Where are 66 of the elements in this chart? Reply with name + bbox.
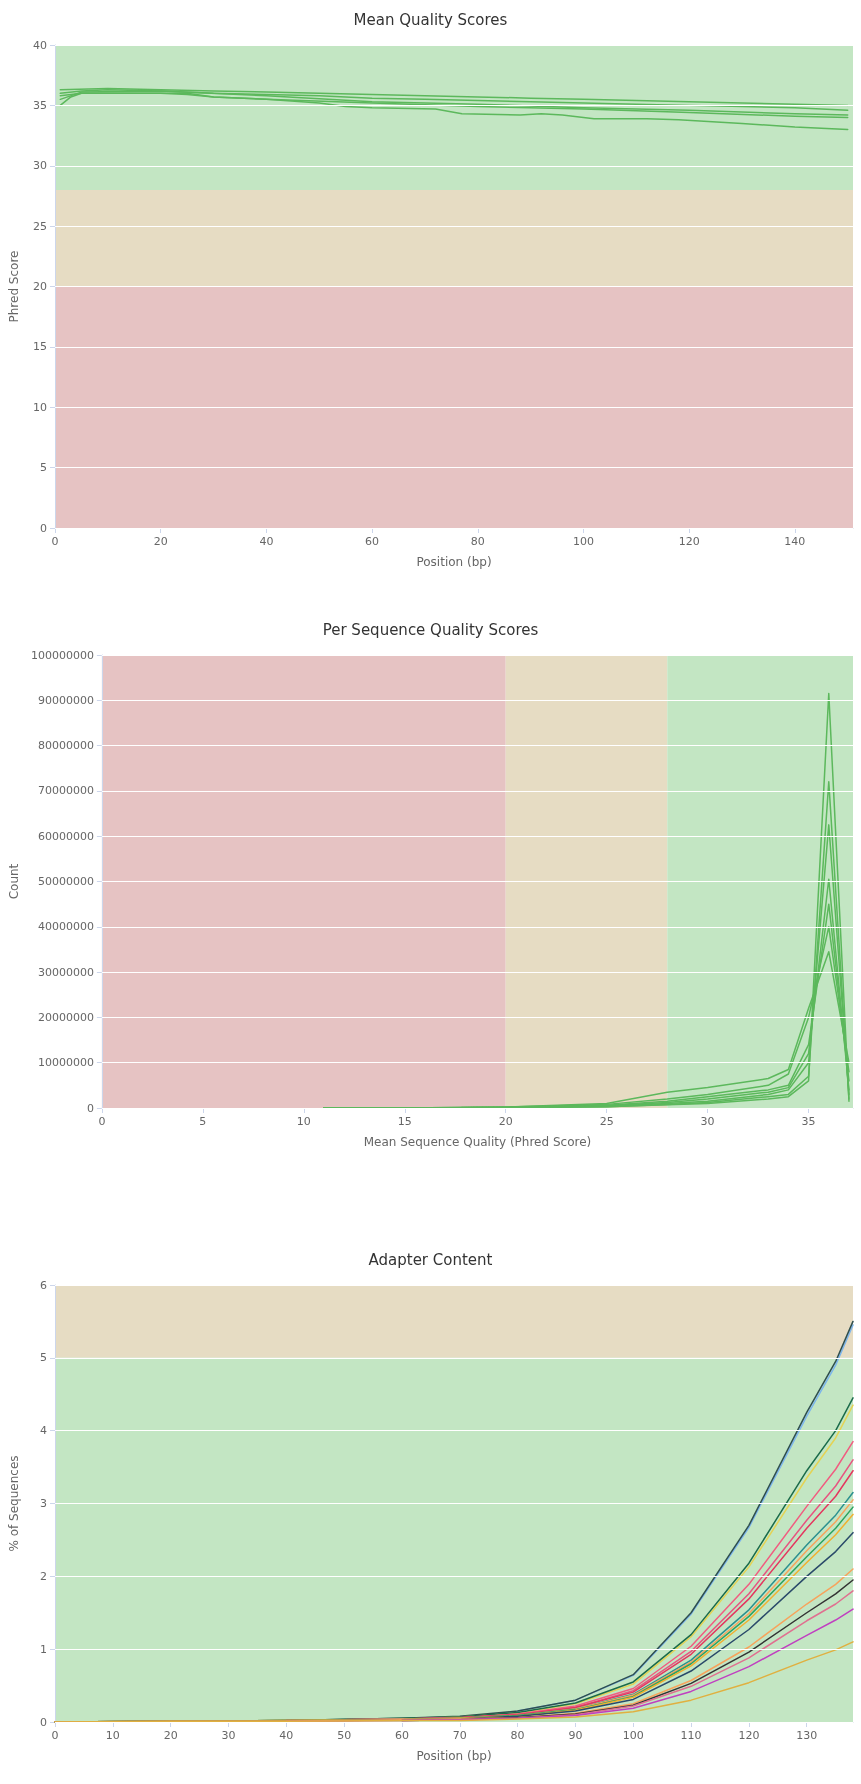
chart-title: Mean Quality Scores	[353, 10, 508, 29]
y-tick-label: 50000000	[37, 875, 94, 888]
x-tick-label: 80	[510, 1729, 525, 1742]
x-axis-title: Position (bp)	[416, 1749, 492, 1763]
x-tick-label: 20	[153, 535, 168, 548]
y-tick-label: 30	[33, 159, 47, 173]
x-tick-label: 35	[801, 1115, 816, 1128]
y-tick-label: 35	[33, 98, 47, 112]
x-tick-label: 60	[394, 1729, 409, 1742]
x-tick-label: 10	[296, 1115, 311, 1128]
x-tick-label: 20	[498, 1115, 513, 1128]
x-axis-title: Position (bp)	[416, 555, 492, 569]
x-tick-label: 80	[470, 535, 485, 548]
y-tick-label: 100000000	[30, 648, 94, 662]
x-tick-label: 5	[199, 1115, 207, 1128]
x-tick-label: 20	[163, 1729, 178, 1742]
x-tick-label: 0	[51, 1729, 59, 1742]
y-tick-label: 25	[33, 219, 47, 233]
y-tick-label: 0	[40, 521, 47, 535]
y-tick-label: 5	[40, 1351, 47, 1365]
x-tick-label: 120	[738, 1729, 760, 1742]
x-tick-label: 100	[572, 535, 594, 548]
x-tick-label: 70	[452, 1729, 467, 1742]
y-axis-title: Phred Score	[7, 250, 21, 323]
x-tick-label: 0	[98, 1115, 106, 1128]
y-tick-label: 6	[40, 1278, 47, 1292]
y-tick-label: 20	[33, 280, 47, 293]
x-tick-label: 140	[784, 535, 806, 548]
x-tick-label: 30	[221, 1729, 236, 1742]
y-axis-title: % of Sequences	[7, 1455, 21, 1552]
y-tick-label: 15	[33, 340, 47, 354]
x-tick-label: 10	[105, 1729, 120, 1742]
y-tick-label: 0	[40, 1715, 47, 1729]
x-tick-label: 130	[796, 1729, 818, 1742]
y-tick-label: 40	[33, 38, 47, 52]
chart-title: Per Sequence Quality Scores	[322, 620, 539, 639]
y-tick-label: 90000000	[37, 693, 94, 707]
y-tick-label: 10	[33, 400, 47, 414]
x-tick-label: 50	[337, 1729, 352, 1742]
x-tick-label: 0	[51, 535, 59, 548]
y-tick-label: 1	[40, 1642, 47, 1656]
y-tick-label: 4	[40, 1424, 47, 1438]
y-tick-label: 0	[86, 1101, 94, 1115]
x-tick-label: 15	[397, 1115, 412, 1128]
y-tick-label: 30000000	[37, 965, 94, 979]
y-tick-label: 5	[40, 461, 47, 475]
y-tick-label: 20000000	[37, 1010, 94, 1024]
y-tick-label: 40000000	[37, 920, 94, 934]
x-tick-label: 30	[700, 1115, 715, 1128]
x-tick-label: 60	[365, 535, 380, 548]
x-tick-label: 100	[622, 1729, 644, 1742]
x-tick-label: 90	[568, 1729, 583, 1742]
x-tick-label: 110	[680, 1729, 702, 1742]
y-tick-label: 3	[40, 1497, 47, 1510]
y-tick-label: 2	[40, 1569, 47, 1583]
chart-title: Adapter Content	[368, 1250, 493, 1269]
x-tick-label: 40	[279, 1729, 294, 1742]
x-tick-label: 40	[259, 535, 274, 548]
y-tick-label: 60000000	[37, 829, 94, 843]
y-tick-label: 80000000	[37, 739, 94, 753]
y-tick-label: 70000000	[37, 784, 94, 798]
x-axis-title: Mean Sequence Quality (Phred Score)	[363, 1135, 592, 1149]
x-tick-label: 120	[678, 535, 700, 548]
y-tick-label: 10000000	[37, 1056, 94, 1070]
y-axis-title: Count	[7, 863, 21, 900]
x-tick-label: 25	[599, 1115, 614, 1128]
